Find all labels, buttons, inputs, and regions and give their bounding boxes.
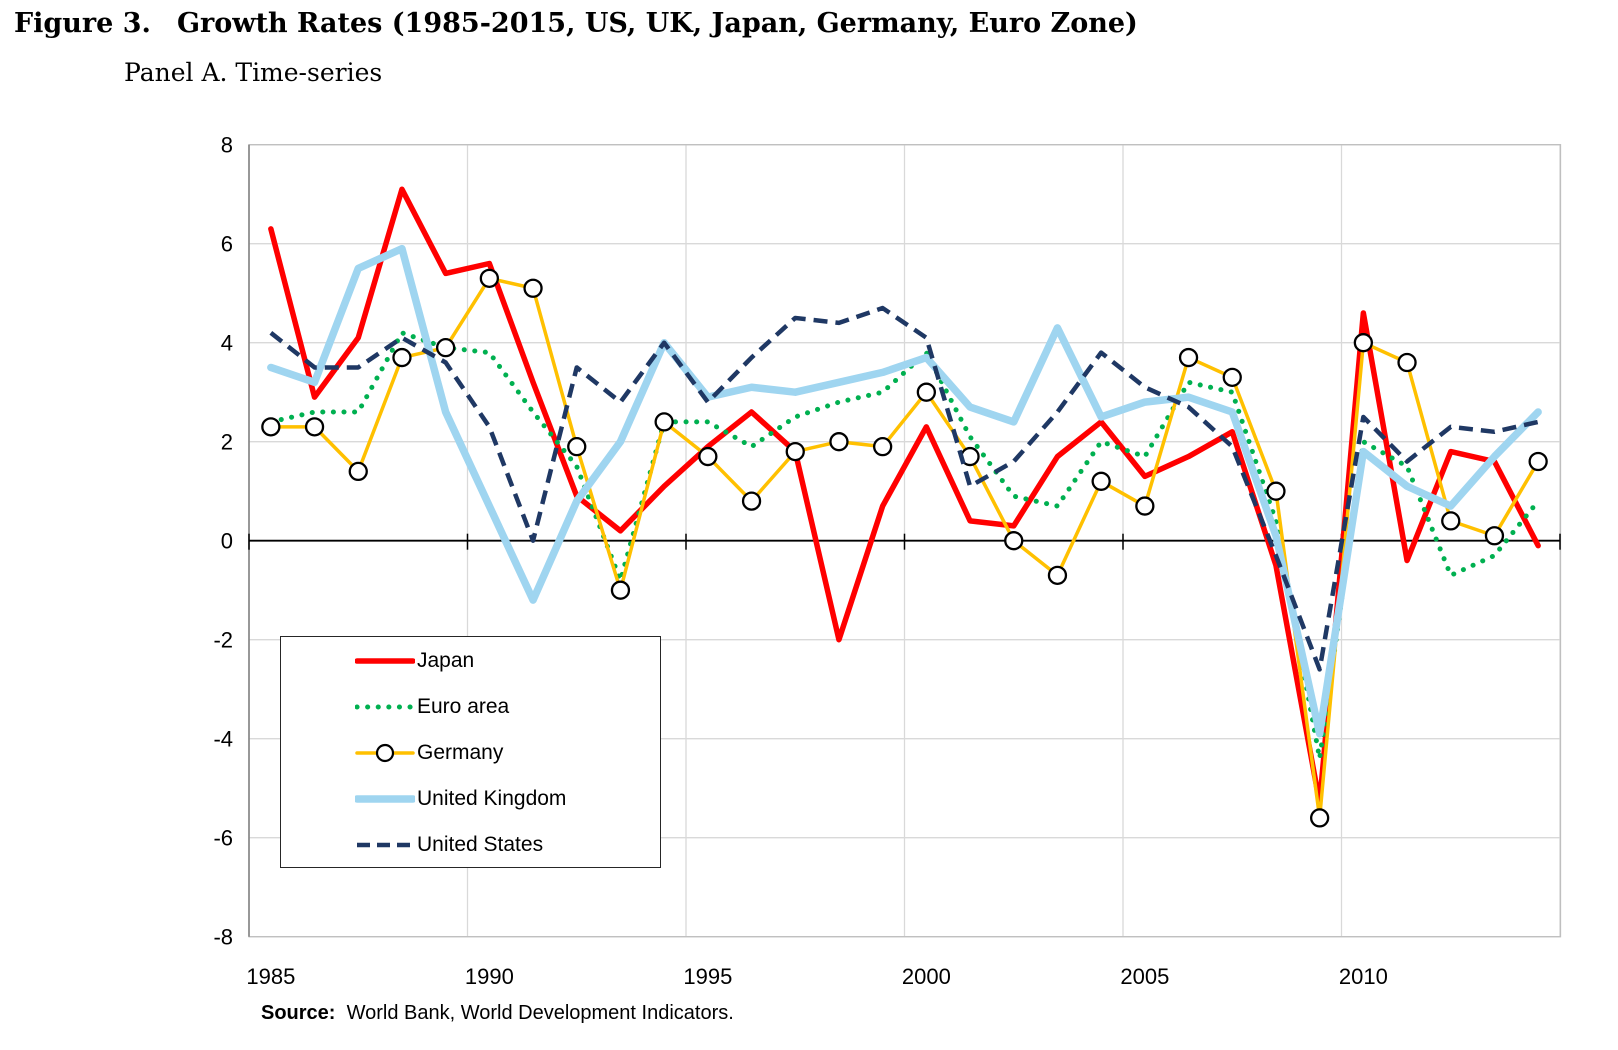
series-marker-germany xyxy=(1135,496,1155,516)
series-marker-germany xyxy=(1310,808,1330,828)
series-marker-germany xyxy=(1178,347,1199,368)
series-marker-germany xyxy=(1047,565,1068,585)
chart-legend: Japan Euro area Germany United Kingdom Unite… xyxy=(280,636,661,868)
series-line-germany xyxy=(269,276,1540,820)
y-axis-label: 4 xyxy=(221,331,233,356)
legend-swatch xyxy=(355,658,415,664)
series-marker-germany xyxy=(567,436,587,457)
legend-label: Japan xyxy=(417,649,475,672)
legend-swatch xyxy=(355,704,415,710)
x-axis-label: 1995 xyxy=(683,964,732,989)
legend-label: Euro area xyxy=(417,695,510,718)
source-label: Source: xyxy=(261,1002,336,1024)
series-marker-germany xyxy=(1222,367,1242,388)
legend-item-germany: Germany xyxy=(355,741,503,765)
y-axis-label: -4 xyxy=(213,727,233,752)
source-note: Source: World Bank, World Development In… xyxy=(261,1002,734,1025)
series-marker-germany xyxy=(1091,471,1111,491)
series-marker-germany xyxy=(1484,526,1505,546)
legend-item-united-kingdom: United Kingdom xyxy=(355,787,566,811)
series-marker-germany xyxy=(610,580,631,600)
series-marker-germany xyxy=(392,347,412,368)
y-axis-label: 2 xyxy=(221,430,233,455)
series-marker-germany xyxy=(741,491,762,511)
y-axis-label: -6 xyxy=(213,826,233,851)
y-axis-label: 6 xyxy=(221,232,233,257)
x-axis-label: 1985 xyxy=(246,964,295,989)
x-axis-label: 2005 xyxy=(1120,964,1169,989)
x-axis-label: 2000 xyxy=(902,964,951,989)
y-axis-label: 0 xyxy=(221,529,233,554)
legend-item-united-states: United States xyxy=(355,833,543,857)
legend-label: United Kingdom xyxy=(417,787,567,810)
series-marker-germany xyxy=(1397,352,1417,373)
series-marker-germany xyxy=(479,268,500,289)
series-marker-germany xyxy=(916,382,936,402)
series-marker-germany xyxy=(304,417,325,437)
series-line-united-states xyxy=(269,305,1539,672)
panel-title: Panel A. Time-series xyxy=(124,58,383,87)
series-line-euro-area xyxy=(268,330,1541,761)
series-marker-germany xyxy=(261,417,281,437)
series-marker-germany xyxy=(1441,511,1461,531)
series-marker-germany xyxy=(435,337,456,358)
series-marker-germany xyxy=(698,446,718,467)
series-marker-germany xyxy=(1266,481,1286,501)
source-text: World Bank, World Development Indicators… xyxy=(346,1002,734,1024)
series-marker-germany xyxy=(1004,531,1024,551)
legend-swatch xyxy=(357,842,413,848)
series-line-united-kingdom xyxy=(267,244,1542,738)
figure-label: Figure 3. xyxy=(14,8,151,39)
legend-label: Germany xyxy=(417,741,504,764)
legend-swatch xyxy=(355,795,415,803)
series-marker-germany xyxy=(1353,333,1373,353)
series-marker-germany xyxy=(1528,451,1548,472)
series-marker-germany xyxy=(348,461,368,482)
legend-label: United States xyxy=(417,833,544,856)
y-axis-label: 8 xyxy=(221,133,233,158)
series-marker-germany xyxy=(785,441,805,462)
legend-swatch xyxy=(355,743,415,763)
x-axis-label: 1990 xyxy=(465,964,514,989)
x-axis-label: 2010 xyxy=(1339,964,1388,989)
figure-title: Figure 3. Growth Rates (1985-2015, US, UK… xyxy=(14,8,1138,39)
figure-title-text: Growth Rates (1985-2015, US, UK, Japan, … xyxy=(176,8,1138,39)
legend-item-euro-area: Euro area xyxy=(355,695,509,719)
legend-item-japan: Japan xyxy=(355,649,474,673)
y-axis-label: -8 xyxy=(213,925,233,950)
y-axis-label: -2 xyxy=(213,628,233,653)
series-marker-germany xyxy=(654,412,674,432)
series-marker-germany xyxy=(523,278,543,298)
series-marker-germany xyxy=(873,436,893,457)
series-marker-germany xyxy=(829,432,849,452)
